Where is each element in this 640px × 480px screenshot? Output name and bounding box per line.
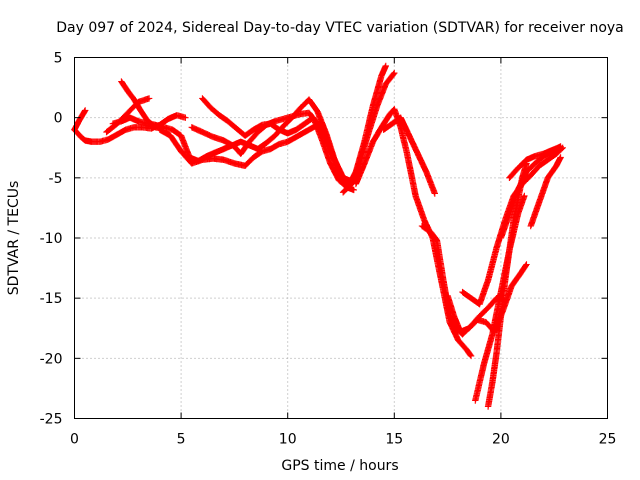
y-tick-label: -5 bbox=[49, 171, 63, 187]
series-track-5 bbox=[103, 95, 153, 136]
y-tick-label: -20 bbox=[40, 351, 63, 367]
series-track-11 bbox=[380, 114, 438, 197]
x-tick-label: 25 bbox=[599, 432, 617, 448]
series-markers bbox=[380, 114, 438, 197]
x-tick-label: 10 bbox=[279, 432, 297, 448]
data-marks bbox=[71, 62, 566, 410]
x-tick-label: 5 bbox=[177, 432, 186, 448]
x-tick-label: 0 bbox=[70, 432, 79, 448]
x-tick-label: 20 bbox=[492, 432, 510, 448]
series-track-19 bbox=[506, 143, 564, 181]
series-markers bbox=[527, 154, 564, 230]
x-axis-label: GPS time / hours bbox=[281, 458, 398, 474]
chart-title: Day 097 of 2024, Sidereal Day-to-day VTE… bbox=[56, 20, 624, 36]
axis-tick-labels: 0 5 10 15 20 25 5 0 -5 -10 -15 -20 -25 bbox=[40, 51, 617, 448]
y-tick-label: 0 bbox=[54, 111, 63, 127]
series-track-18 bbox=[527, 154, 564, 230]
y-axis-label: SDTVAR / TECUs bbox=[6, 181, 22, 296]
plot-frame bbox=[74, 57, 608, 419]
gridlines bbox=[74, 57, 608, 419]
axis-ticks bbox=[74, 57, 608, 419]
series-track-9 bbox=[188, 109, 347, 181]
series-track-2 bbox=[71, 107, 89, 133]
series-markers bbox=[188, 109, 347, 181]
series-markers bbox=[71, 107, 89, 133]
series-track-8 bbox=[339, 69, 398, 196]
y-tick-label: -25 bbox=[40, 412, 63, 428]
x-tick-label: 15 bbox=[385, 432, 403, 448]
series-markers bbox=[339, 69, 398, 196]
series-markers bbox=[103, 95, 153, 136]
y-tick-label: -10 bbox=[40, 231, 63, 247]
y-tick-label: 5 bbox=[54, 51, 63, 67]
series-markers bbox=[506, 143, 564, 181]
y-tick-label: -15 bbox=[40, 291, 63, 307]
